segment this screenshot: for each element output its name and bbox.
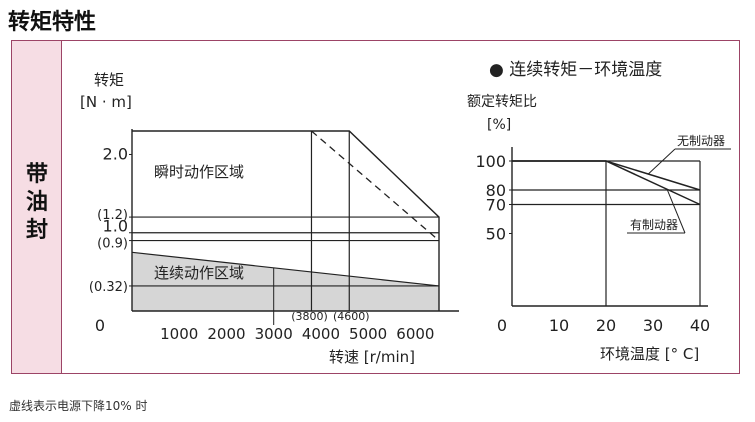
y-axis-label-line2: [%] xyxy=(487,117,511,133)
reduced-voltage-dashed-line xyxy=(311,130,440,242)
x-axis-label: 环境温度 [° C] xyxy=(600,345,699,363)
x-axis-label: 转速 [r/min] xyxy=(329,348,415,366)
x-tick-label: 4000 xyxy=(302,325,340,343)
series-leader-line xyxy=(666,189,686,234)
x-tick-label: 1000 xyxy=(160,325,198,343)
legend-title: ● 连续转矩－环境温度 xyxy=(489,60,662,80)
y-axis-label-line1: 额定转矩比 xyxy=(467,94,537,110)
y-tick-label: (1.2) xyxy=(97,208,128,223)
torque-speed-chart: 2.0 (1.2)1.0(0.9) (0.32) 0 1000 2000 3000 4000 5… xyxy=(80,71,459,366)
x-tick-label: 2000 xyxy=(207,325,245,343)
x-tick-label: 3000 xyxy=(255,325,293,343)
x-tick-label: 5000 xyxy=(349,325,387,343)
side-label: 带油封 xyxy=(12,161,62,245)
y-axis-label-line2: [N · m] xyxy=(80,93,132,111)
side-label-char: 封 xyxy=(25,218,48,243)
y-axis-label-line1: 转矩 xyxy=(94,71,124,89)
side-label-text: 带油封 xyxy=(12,161,62,245)
x-tick-label: 20 xyxy=(596,316,616,335)
y-tick-label: (0.32) xyxy=(89,280,128,295)
x-tick-label: 6000 xyxy=(396,325,434,343)
speed-marker-label: (4600) xyxy=(333,310,370,323)
instantaneous-region-outline xyxy=(132,130,440,311)
y-tick-label: 2.0 xyxy=(103,144,128,163)
continuous-region-edge xyxy=(131,251,440,287)
side-label-char: 带 xyxy=(25,162,48,187)
continuous-region-label: 连续动作区域 xyxy=(154,264,244,282)
series-label-no-brake: 无制动器 xyxy=(677,134,725,148)
x-tick-label: 10 xyxy=(549,316,569,335)
speed-marker-label: (3800) xyxy=(291,310,328,323)
continuous-region-fill xyxy=(132,252,439,311)
y-tick-label: 1.0 xyxy=(103,217,128,236)
y-tick-label: (0.9) xyxy=(97,237,128,252)
x-origin-label: 0 xyxy=(95,316,105,335)
y-tick-label: 100 xyxy=(475,152,506,171)
x-tick-label: 40 xyxy=(690,316,710,335)
x-tick-label: 30 xyxy=(643,316,663,335)
y-tick-label: 80 xyxy=(486,181,506,200)
with-brake-series-line xyxy=(512,160,701,206)
series-label-with-brake: 有制动器 xyxy=(630,218,678,232)
series-leader-line xyxy=(647,148,676,175)
side-label-bar: 带油封 xyxy=(12,41,62,373)
page-title: 转矩特性 xyxy=(8,10,97,35)
y-tick-label: 70 xyxy=(486,196,506,215)
side-label-char: 油 xyxy=(25,190,48,215)
instantaneous-region-label: 瞬时动作区域 xyxy=(154,163,244,181)
x-tick-label: 0 xyxy=(497,316,507,335)
y-tick-label: 50 xyxy=(486,225,506,244)
footnote: 虚线表示电源下降10% 时 xyxy=(9,399,148,413)
torque-panel: 带油封 2.0 (1.2) 1.0 (0.9) (0.32) 0 1000 2000 3000 4… xyxy=(11,40,740,374)
